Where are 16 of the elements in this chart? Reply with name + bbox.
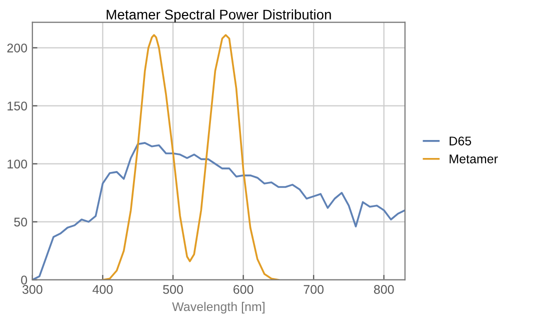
chart-title: Metamer Spectral Power Distribution	[106, 9, 331, 22]
legend-label: Metamer	[450, 154, 498, 164]
line-series	[102, 34, 280, 280]
y-tick-label: 200	[7, 44, 28, 52]
x-tick-label: 300	[22, 285, 42, 294]
x-tick-label: 800	[374, 285, 394, 294]
y-tick-label: 100	[8, 160, 28, 168]
y-tick-label: 50	[14, 218, 28, 226]
x-tick-label: 500	[163, 285, 183, 294]
x-axis-title: Wavelength [nm]	[172, 302, 264, 314]
x-tick-label: 700	[304, 285, 324, 294]
y-tick-label: 150	[8, 102, 28, 110]
x-tick-label: 600	[234, 285, 254, 294]
x-tick-label: 400	[92, 285, 113, 294]
y-tick-label: 0	[21, 276, 28, 284]
legend-label: D65	[450, 136, 472, 146]
